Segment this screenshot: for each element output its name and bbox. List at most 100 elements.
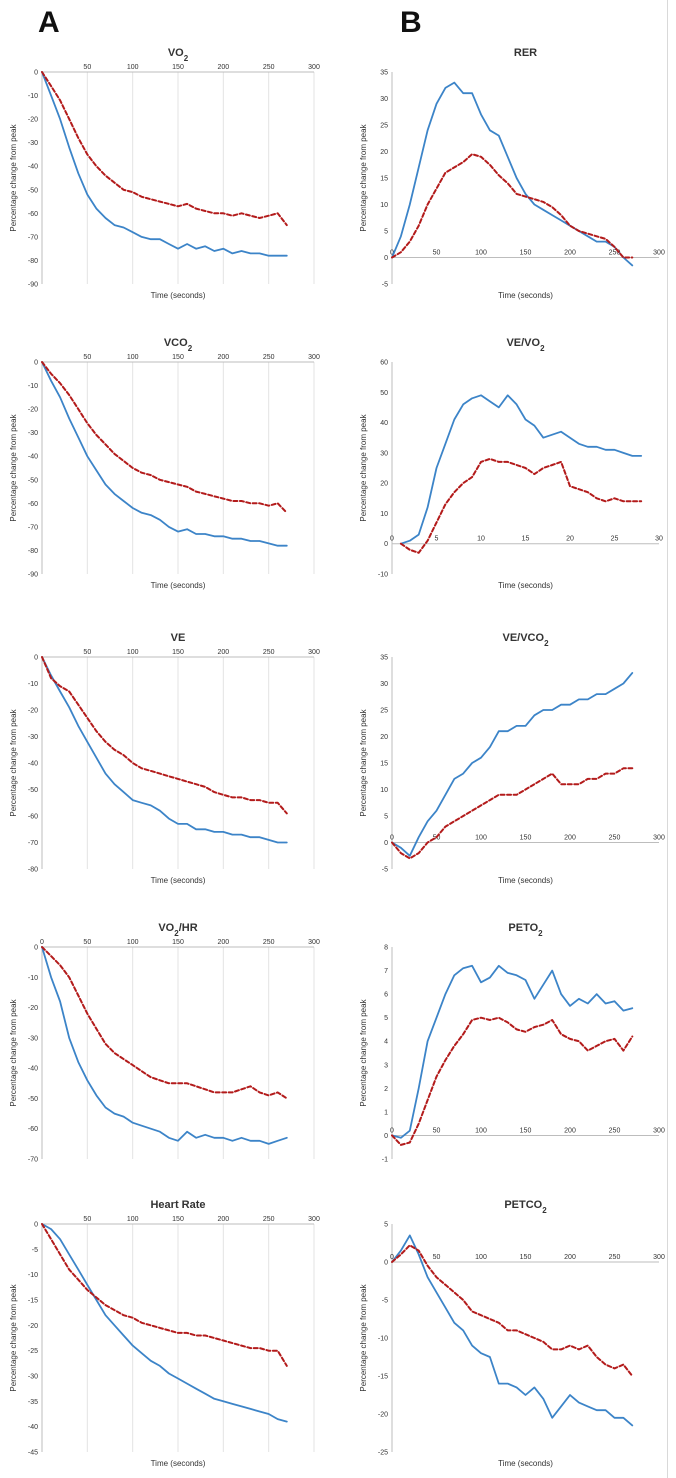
y-tick-label: -20 [378, 1412, 388, 1419]
y-tick-label: -10 [28, 975, 38, 982]
y-tick-label: 30 [380, 681, 388, 688]
x-tick-label: 300 [308, 939, 320, 946]
y-tick-label: -5 [382, 867, 388, 874]
chart-title: PETO2 [508, 922, 543, 938]
series-line-dashed [41, 361, 288, 514]
x-tick-label: 200 [217, 939, 229, 946]
chart-title-main: VO [158, 922, 174, 934]
x-tick-label: 100 [475, 1127, 487, 1134]
y-tick-label: -40 [28, 1424, 38, 1431]
x-tick-label: 200 [564, 1254, 576, 1261]
x-tick-label: 100 [475, 835, 487, 842]
y-tick-label: 30 [380, 96, 388, 103]
y-axis-label: Percentage change from peak [9, 123, 18, 231]
y-tick-label: 0 [384, 541, 388, 548]
y-tick-label: -30 [28, 1374, 38, 1381]
page-divider [667, 0, 668, 1478]
y-tick-label: 0 [384, 255, 388, 262]
series-line-dashed [41, 656, 288, 815]
y-tick-label: -5 [382, 282, 388, 289]
x-tick-label: 100 [127, 649, 139, 656]
x-axis-label: Time (seconds) [151, 876, 206, 885]
chart-title: RER [514, 47, 537, 59]
y-tick-label: -20 [28, 1005, 38, 1012]
y-axis-label: Percentage change from peak [9, 708, 18, 816]
chart-title: VO2 [168, 47, 189, 63]
x-tick-label: 100 [127, 1216, 139, 1223]
chart-title: VE/VO2 [506, 337, 545, 353]
series-line-dashed [41, 1223, 288, 1367]
y-tick-label: -80 [28, 548, 38, 555]
y-tick-label: -90 [28, 572, 38, 579]
x-tick-label: 25 [611, 536, 619, 543]
chart-title-subscript: 2 [174, 929, 179, 938]
x-tick-label: 0 [390, 536, 394, 543]
series-line-dashed [41, 946, 288, 1100]
y-tick-label: -10 [28, 383, 38, 390]
y-axis-label: Percentage change from peak [9, 998, 18, 1106]
chart-title-main: RER [514, 47, 537, 59]
y-tick-label: -5 [32, 1247, 38, 1254]
y-tick-label: -50 [28, 1096, 38, 1103]
x-tick-label: 300 [308, 64, 320, 71]
y-tick-label: 35 [380, 70, 388, 77]
series-line-solid [41, 71, 288, 257]
y-tick-label: 5 [384, 814, 388, 821]
chart-title: VE [171, 632, 186, 644]
x-tick-label: 20 [566, 536, 574, 543]
x-tick-label: 200 [217, 649, 229, 656]
x-tick-label: 300 [653, 1254, 665, 1261]
y-tick-label: -45 [28, 1450, 38, 1457]
chart-title-main: VCO [164, 337, 188, 349]
chart-title: Heart Rate [150, 1199, 205, 1211]
y-tick-label: 5 [384, 229, 388, 236]
y-axis-label: Percentage change from peak [359, 1283, 368, 1391]
y-tick-label: -40 [28, 1066, 38, 1073]
y-tick-label: 0 [34, 655, 38, 662]
y-tick-label: 60 [380, 360, 388, 367]
series-line-dashed [391, 153, 634, 259]
y-tick-label: -30 [28, 1035, 38, 1042]
x-tick-label: 300 [653, 250, 665, 257]
x-tick-label: 300 [653, 835, 665, 842]
x-tick-label: 150 [172, 64, 184, 71]
y-axis-label: Percentage change from peak [9, 1283, 18, 1391]
x-tick-label: 50 [433, 250, 441, 257]
y-tick-label: 15 [380, 761, 388, 768]
x-axis-label: Time (seconds) [498, 876, 553, 885]
x-tick-label: 250 [263, 1216, 275, 1223]
series-line-solid [391, 81, 634, 267]
x-tick-label: 100 [475, 1254, 487, 1261]
x-tick-label: 50 [83, 354, 91, 361]
y-tick-label: -70 [28, 524, 38, 531]
series-line-dashed [391, 1016, 634, 1146]
chart-heart-rate: Heart Rate 0 -5 -10 -15 -20 -25 -30 -35 -40 -45 50 1… [9, 1199, 320, 1468]
y-axis-label: Percentage change from peak [359, 708, 368, 816]
chart-title-main: PETO [508, 922, 538, 934]
y-tick-label: 0 [34, 70, 38, 77]
y-tick-label: -70 [28, 1157, 38, 1164]
y-tick-label: -1 [382, 1157, 388, 1164]
x-tick-label: 250 [263, 649, 275, 656]
y-axis-label: Percentage change from peak [359, 998, 368, 1106]
x-tick-label: 50 [83, 64, 91, 71]
y-tick-label: 7 [384, 968, 388, 975]
y-tick-label: -80 [28, 867, 38, 874]
y-tick-label: -50 [28, 477, 38, 484]
y-tick-label: 0 [384, 840, 388, 847]
y-tick-label: 15 [380, 176, 388, 183]
x-tick-label: 250 [263, 64, 275, 71]
x-tick-label: 300 [308, 354, 320, 361]
y-tick-label: -30 [28, 430, 38, 437]
y-tick-label: -30 [28, 734, 38, 741]
series-line-solid [391, 1234, 634, 1427]
y-tick-label: 35 [380, 655, 388, 662]
y-axis-label: Percentage change from peak [359, 413, 368, 521]
y-tick-label: 40 [380, 420, 388, 427]
series-line-dashed [391, 767, 634, 860]
y-tick-label: 0 [384, 1260, 388, 1267]
y-tick-label: 2 [384, 1086, 388, 1093]
x-tick-label: 0 [390, 250, 394, 257]
